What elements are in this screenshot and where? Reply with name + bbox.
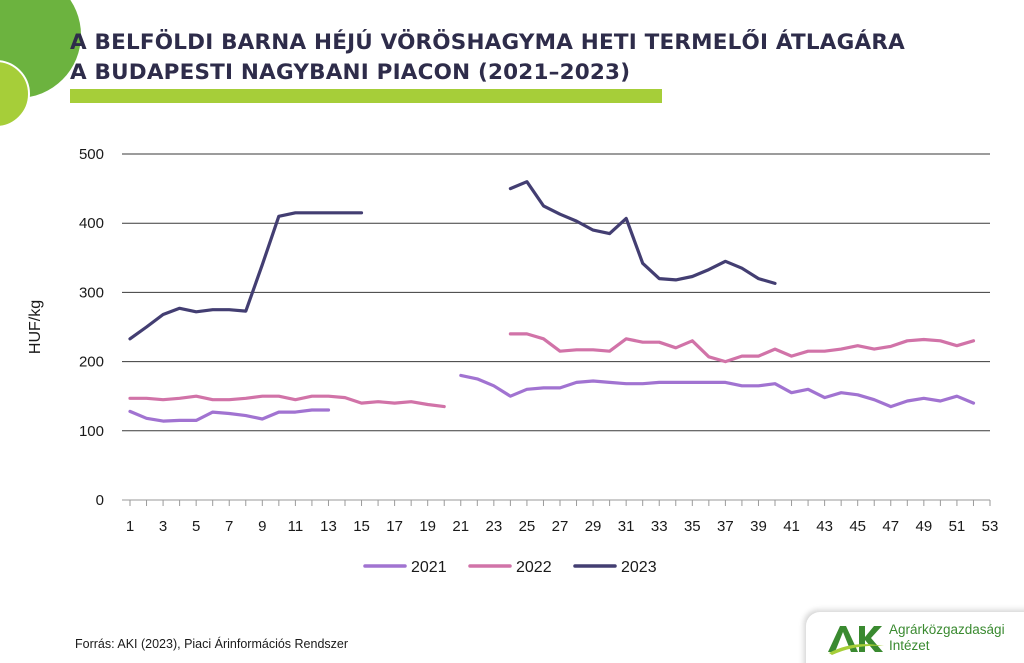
legend-label-2023: 2023 xyxy=(621,559,657,576)
legend-label-2021: 2021 xyxy=(411,559,447,576)
x-tick-label-19: 19 xyxy=(419,518,436,535)
y-tick-label-200: 200 xyxy=(79,354,104,371)
logo-text-line-2: Intézet xyxy=(889,638,930,653)
y-tick-label-0: 0 xyxy=(96,492,104,509)
x-tick-label-25: 25 xyxy=(519,518,536,535)
x-tick-label-11: 11 xyxy=(288,518,304,535)
y-tick-label-300: 300 xyxy=(79,284,104,301)
x-tick-label-37: 37 xyxy=(717,518,734,535)
x-tick-label-51: 51 xyxy=(949,518,966,535)
logo-text-line-1: Agrárközgazdasági xyxy=(889,622,1005,637)
x-tick-label-33: 33 xyxy=(651,518,668,535)
series-2023-line-segment-2 xyxy=(508,180,777,285)
x-tick-label-53: 53 xyxy=(982,518,999,535)
y-tick-label-500: 500 xyxy=(79,146,104,163)
x-tick-label-35: 35 xyxy=(684,518,701,535)
y-tick-label-400: 400 xyxy=(79,215,104,232)
legend-label-2022: 2022 xyxy=(516,559,552,576)
x-tick-label-5: 5 xyxy=(192,518,200,535)
x-tick-label-27: 27 xyxy=(552,518,569,535)
title-underline-bar xyxy=(70,89,662,103)
chart-series xyxy=(128,180,976,423)
logo-text: Agrárközgazdasági Intézet xyxy=(889,622,1005,654)
x-tick-label-31: 31 xyxy=(618,518,635,535)
series-2023-line-segment-1 xyxy=(128,211,364,341)
x-tick-label-43: 43 xyxy=(816,518,833,535)
x-tick-label-47: 47 xyxy=(882,518,899,535)
x-tick-label-17: 17 xyxy=(386,518,403,535)
series-2021-line-segment-1 xyxy=(128,408,331,423)
x-tick-label-49: 49 xyxy=(916,518,933,535)
x-tick-label-3: 3 xyxy=(159,518,167,535)
logo-panel xyxy=(806,612,1024,663)
y-tick-label-100: 100 xyxy=(79,423,104,440)
source-note: Forrás: AKI (2023), Piaci Árinformációs … xyxy=(75,637,349,651)
y-axis-label: HUF/kg xyxy=(27,300,44,354)
x-tick-label-13: 13 xyxy=(320,518,337,535)
chart-title-line-1: A BELFÖLDI BARNA HÉJÚ VÖRÖSHAGYMA HETI T… xyxy=(70,30,905,55)
aki-logo-icon xyxy=(828,626,884,655)
chart-title-line-2: A BUDAPESTI NAGYBANI PIACON (2021–2023) xyxy=(70,60,631,85)
x-tick-label-15: 15 xyxy=(353,518,370,535)
x-tick-label-1: 1 xyxy=(126,518,134,535)
series-2021-line-segment-2 xyxy=(459,373,976,409)
x-tick-label-39: 39 xyxy=(750,518,767,535)
x-tick-label-45: 45 xyxy=(849,518,866,535)
x-tick-label-41: 41 xyxy=(783,518,800,535)
x-tick-label-21: 21 xyxy=(452,518,469,535)
x-tick-label-23: 23 xyxy=(486,518,503,535)
chart-legend: 2021 2022 2023 xyxy=(363,559,657,576)
chart-grid xyxy=(122,153,990,432)
x-tick-label-9: 9 xyxy=(258,518,266,535)
x-tick-label-29: 29 xyxy=(585,518,602,535)
series-2022-line-segment-1 xyxy=(128,394,446,409)
series-2022-line-segment-2 xyxy=(508,332,976,364)
x-tick-label-7: 7 xyxy=(225,518,233,535)
